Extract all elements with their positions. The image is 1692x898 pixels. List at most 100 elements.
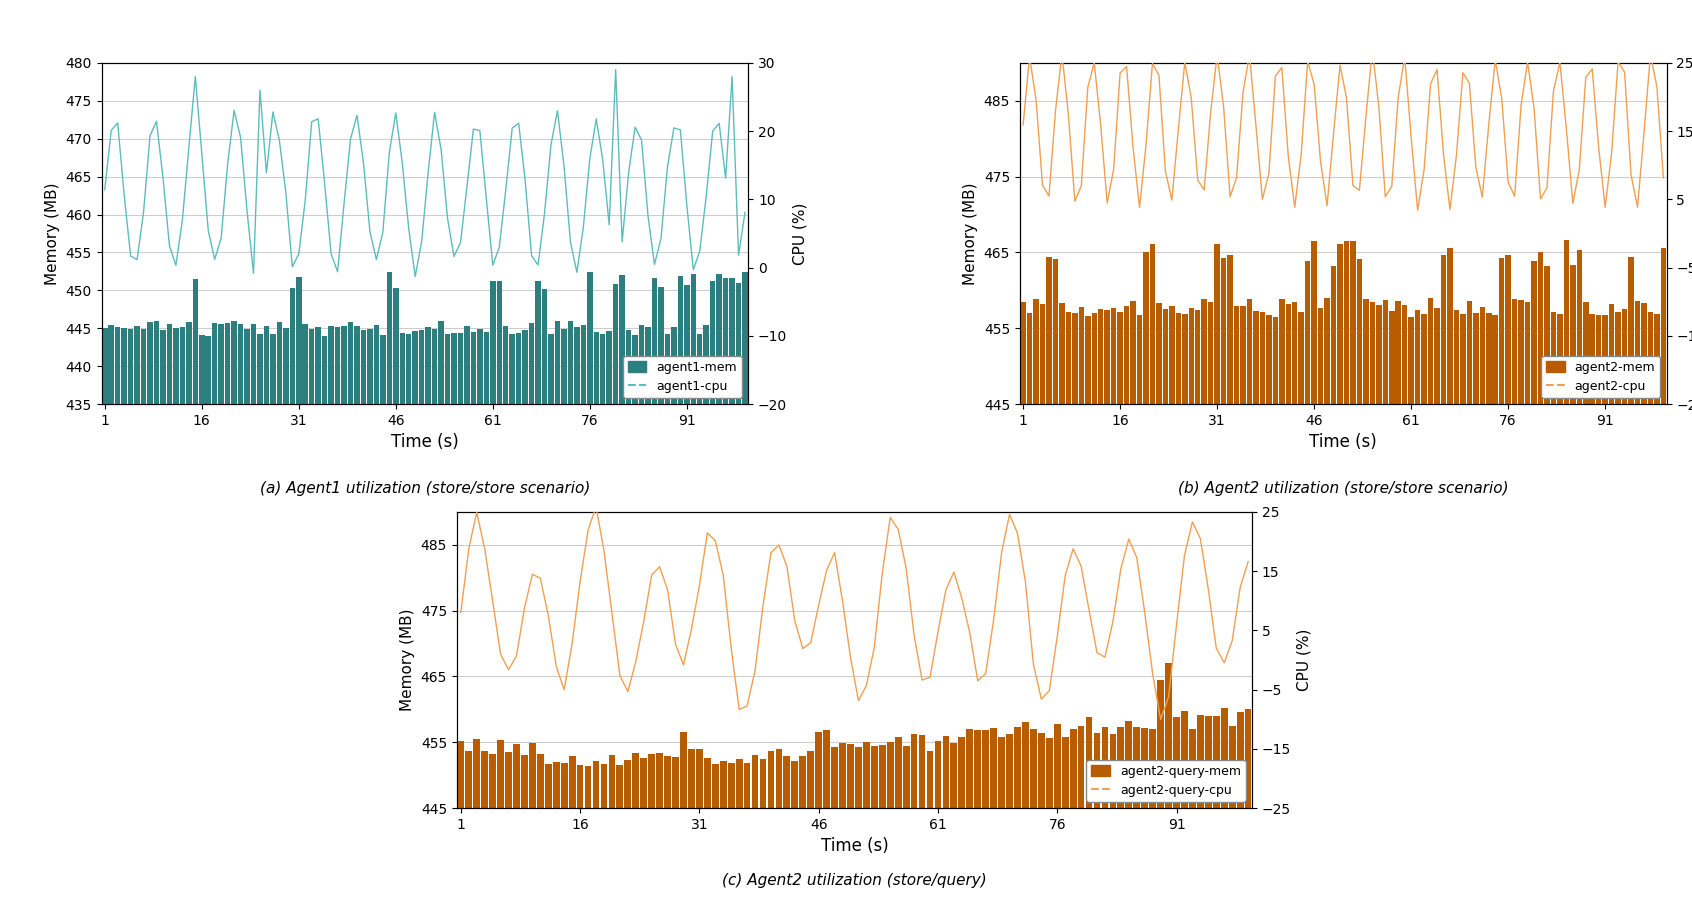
Bar <box>315 327 321 404</box>
Bar <box>276 321 283 404</box>
Bar <box>303 324 308 404</box>
Bar <box>695 749 702 808</box>
Bar <box>147 322 152 404</box>
Bar <box>1524 303 1530 404</box>
Bar <box>1176 313 1181 404</box>
Bar <box>1134 727 1140 808</box>
X-axis label: Time (s): Time (s) <box>821 838 888 856</box>
Bar <box>342 327 347 404</box>
Bar <box>1030 728 1037 808</box>
Bar <box>555 321 560 404</box>
Bar <box>863 743 870 808</box>
Bar <box>1279 299 1284 404</box>
Bar <box>1037 733 1044 808</box>
Bar <box>1041 304 1046 404</box>
Bar <box>1577 250 1582 404</box>
Bar <box>296 277 301 404</box>
Bar <box>367 330 372 404</box>
Bar <box>1623 309 1628 404</box>
Bar <box>1228 726 1235 808</box>
Bar <box>580 325 585 404</box>
Bar <box>743 272 748 404</box>
Bar <box>1447 248 1453 404</box>
Bar <box>516 333 521 404</box>
Bar <box>1233 306 1239 404</box>
Bar <box>1007 735 1014 808</box>
Bar <box>457 741 464 808</box>
Bar <box>1332 266 1337 404</box>
Bar <box>1486 313 1492 404</box>
Bar <box>530 744 536 808</box>
Bar <box>792 761 799 808</box>
Bar <box>1213 716 1220 808</box>
Bar <box>115 327 120 404</box>
Bar <box>1492 315 1497 404</box>
Bar <box>464 326 470 404</box>
Bar <box>958 737 964 808</box>
Bar <box>154 321 159 404</box>
Bar <box>489 753 496 808</box>
Bar <box>562 329 567 404</box>
Bar <box>1499 259 1504 404</box>
Bar <box>1648 312 1653 404</box>
Bar <box>1596 315 1601 404</box>
Bar <box>768 751 775 808</box>
Bar <box>1311 241 1316 404</box>
Bar <box>577 765 584 808</box>
Bar <box>1550 313 1557 404</box>
Bar <box>640 758 646 808</box>
Bar <box>393 288 399 404</box>
Bar <box>1408 317 1415 404</box>
Bar <box>616 765 623 808</box>
Bar <box>381 335 386 404</box>
Bar <box>477 329 482 404</box>
Bar <box>420 330 425 404</box>
Bar <box>716 274 722 404</box>
Bar <box>704 758 711 808</box>
Bar <box>697 334 702 404</box>
Bar <box>1376 305 1382 404</box>
Bar <box>530 323 535 404</box>
Bar <box>1474 313 1479 404</box>
Bar <box>465 751 472 808</box>
Bar <box>665 334 670 404</box>
Bar <box>1442 255 1447 404</box>
Bar <box>569 756 575 808</box>
Title: (a) Agent1 utilization (store/store scenario): (a) Agent1 utilization (store/store scen… <box>259 480 591 496</box>
X-axis label: Time (s): Time (s) <box>391 434 459 452</box>
Bar <box>1173 717 1179 808</box>
Bar <box>919 735 926 808</box>
Bar <box>942 736 949 808</box>
Bar <box>1602 315 1607 404</box>
Bar <box>1240 306 1245 404</box>
Bar <box>140 330 146 404</box>
Bar <box>677 276 684 404</box>
Bar <box>470 332 475 404</box>
Bar <box>497 740 504 808</box>
Bar <box>459 333 464 404</box>
Bar <box>1169 306 1174 404</box>
Bar <box>102 328 108 404</box>
Bar <box>521 754 528 808</box>
Bar <box>704 325 709 404</box>
Bar <box>1237 712 1244 808</box>
Bar <box>783 756 790 808</box>
Bar <box>807 751 814 808</box>
Bar <box>1245 709 1252 808</box>
Bar <box>1660 248 1667 404</box>
Bar <box>871 746 878 808</box>
Bar <box>601 763 607 808</box>
Legend: agent2-query-mem, agent2-query-cpu: agent2-query-mem, agent2-query-cpu <box>1086 760 1245 802</box>
Bar <box>212 323 218 404</box>
Bar <box>1318 308 1323 404</box>
Bar <box>658 287 663 404</box>
Bar <box>1634 301 1640 404</box>
Bar <box>585 766 592 808</box>
Bar <box>161 330 166 404</box>
Bar <box>1196 716 1203 808</box>
Bar <box>1286 304 1291 404</box>
Bar <box>1059 303 1064 404</box>
Bar <box>509 334 514 404</box>
Bar <box>1034 299 1039 404</box>
Bar <box>491 281 496 404</box>
